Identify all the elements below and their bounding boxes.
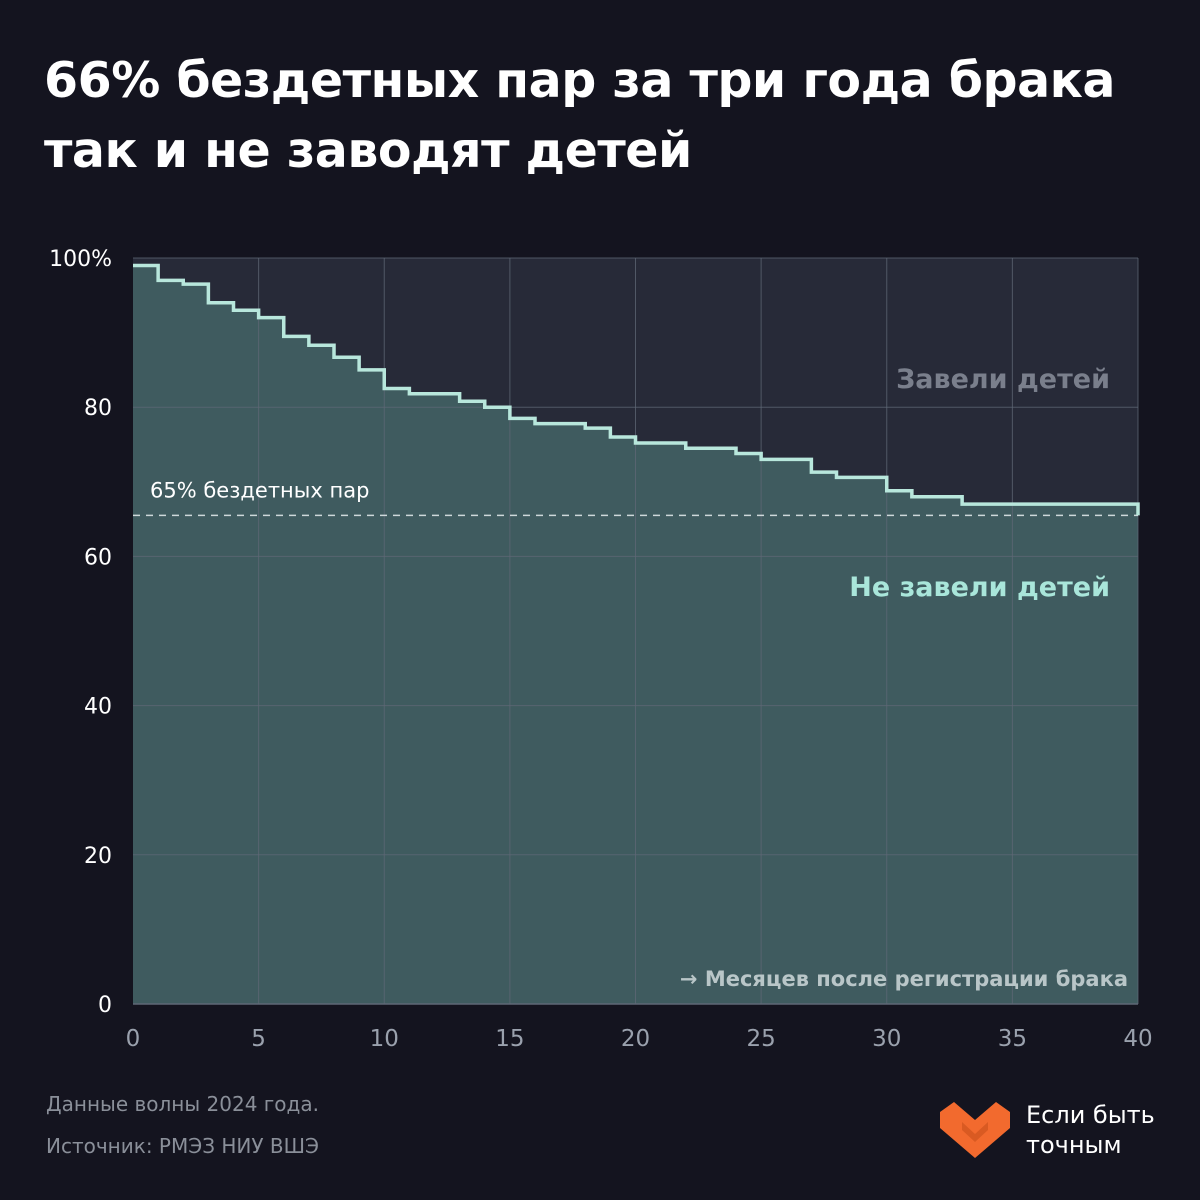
y-tick-label: 100% — [49, 247, 112, 272]
x-tick-label: 10 — [370, 1026, 399, 1052]
footer-source: Источник: РМЭЗ НИУ ВШЭ — [46, 1134, 319, 1158]
page-title: 66% бездетных пар за три года брака так … — [44, 46, 1174, 186]
y-tick-label: 20 — [84, 844, 112, 869]
region-below-label: Не завели детей — [849, 572, 1110, 603]
x-tick-label: 25 — [746, 1026, 775, 1052]
x-tick-label: 20 — [621, 1026, 650, 1052]
region-above-label: Завели детей — [896, 364, 1110, 395]
brand-name: Если быть точным — [1026, 1100, 1155, 1160]
brand-logo: Если быть точным — [940, 1100, 1155, 1160]
reference-line-label: 65% бездетных пар — [150, 478, 369, 502]
brand-line-2: точным — [1026, 1131, 1122, 1159]
footer-note: Данные волны 2024 года. — [46, 1092, 319, 1116]
x-tick-label: 5 — [251, 1026, 266, 1052]
step-chart: 0 20 40 60 80 100% 0 5 10 15 20 25 30 35 40 65% безде… — [49, 247, 1153, 1052]
y-tick-label: 80 — [84, 396, 112, 421]
x-tick-label: 40 — [1123, 1026, 1152, 1052]
y-tick-labels: 0 20 40 60 80 100% — [49, 247, 112, 1018]
y-tick-label: 0 — [98, 993, 112, 1018]
y-tick-label: 40 — [84, 695, 112, 720]
grid-lines — [133, 257, 1139, 1004]
survival-step-line — [133, 263, 1140, 516]
x-tick-labels: 0 5 10 15 20 25 30 35 40 — [126, 1026, 1153, 1052]
y-tick-label: 60 — [84, 545, 112, 570]
orange-heart-logo-icon — [940, 1102, 1010, 1158]
title-line-2: так и не заводят детей — [44, 122, 692, 179]
brand-line-1: Если быть — [1026, 1101, 1155, 1129]
x-tick-label: 15 — [495, 1026, 524, 1052]
x-tick-label: 35 — [998, 1026, 1027, 1052]
x-tick-label: 0 — [126, 1026, 141, 1052]
x-tick-label: 30 — [872, 1026, 901, 1052]
x-axis-label: → Месяцев после регистрации брака — [680, 967, 1128, 991]
title-line-1: 66% бездетных пар за три года брака — [44, 52, 1115, 109]
